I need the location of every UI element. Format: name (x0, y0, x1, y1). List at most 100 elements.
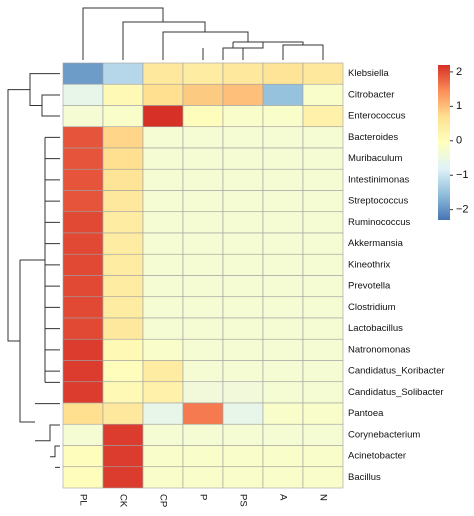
heatmap-cell (102, 62, 144, 85)
heatmap-cell (142, 126, 184, 149)
heatmap-cell (102, 126, 144, 149)
row-label: Prevotella (348, 281, 391, 292)
row-label: Bacillus (348, 472, 381, 483)
heatmap-cell (222, 62, 264, 85)
row-label: Candidatus_Solibacter (348, 387, 444, 398)
column-label: CK (117, 494, 128, 508)
row-label: Enterococcus (348, 111, 406, 122)
heatmap-cell (182, 445, 224, 468)
heatmap-cell (182, 338, 224, 361)
heatmap-cell (222, 402, 264, 425)
heatmap-cell (222, 381, 264, 404)
column-dendrogram (82, 7, 324, 60)
heatmap-cell (262, 445, 304, 468)
heatmap-cell (182, 105, 224, 128)
heatmap-cell (62, 360, 104, 383)
heatmap-cell (182, 296, 224, 319)
heatmap-cell (102, 402, 144, 425)
heatmap-cell (62, 466, 104, 489)
heatmap-cell (142, 147, 184, 170)
heatmap-cell (62, 445, 104, 468)
heatmap-cell (222, 296, 264, 319)
heatmap-cell (62, 147, 104, 170)
row-label: Candidatus_Koribacter (348, 366, 445, 377)
heatmap-cell (302, 168, 344, 191)
heatmap-cell (102, 423, 144, 446)
row-label: Muribaculum (348, 153, 402, 164)
heatmap-cell (62, 211, 104, 234)
column-label: PL (77, 494, 88, 506)
heatmap-cell (182, 275, 224, 298)
heatmap-cell (262, 126, 304, 149)
heatmap-cell (302, 423, 344, 446)
heatmap-cell (142, 83, 184, 106)
heatmap-cell (62, 232, 104, 255)
colorbar-tick-label: −1 (456, 169, 469, 181)
row-label: Klebsiella (348, 68, 389, 79)
row-label: Acinetobacter (348, 451, 406, 462)
heatmap-cell (142, 253, 184, 276)
heatmap-cell (262, 338, 304, 361)
heatmap-cell (302, 126, 344, 149)
heatmap-cell (302, 445, 344, 468)
heatmap-cell (62, 381, 104, 404)
heatmap-cell (102, 466, 144, 489)
heatmap-cell (62, 423, 104, 446)
heatmap-cell (222, 466, 264, 489)
heatmap-cell (182, 190, 224, 213)
heatmap-cell (102, 445, 144, 468)
heatmap-cell (142, 317, 184, 340)
heatmap-cell (222, 338, 264, 361)
heatmap-cell (182, 381, 224, 404)
heatmap-cell (222, 317, 264, 340)
heatmap-cell (222, 211, 264, 234)
heatmap-cell (142, 275, 184, 298)
heatmap-cell (62, 338, 104, 361)
heatmap-cell (222, 253, 264, 276)
heatmap-cell (262, 317, 304, 340)
heatmap-cell (302, 317, 344, 340)
heatmap-cell (182, 253, 224, 276)
column-label: A (277, 494, 288, 501)
row-label: Natronomonas (348, 344, 411, 355)
heatmap-cell (142, 466, 184, 489)
heatmap-cell (102, 275, 144, 298)
heatmap-cell (142, 211, 184, 234)
heatmap-cell (222, 275, 264, 298)
heatmap-cell (222, 360, 264, 383)
heatmap-cell (262, 211, 304, 234)
heatmap-cell (302, 360, 344, 383)
heatmap-cell (222, 105, 264, 128)
dendrogram-branch (82, 7, 324, 60)
heatmap-cell (62, 190, 104, 213)
row-label: Citrobacter (348, 89, 394, 100)
row-label: Akkermansia (348, 238, 404, 249)
heatmap-cell (302, 211, 344, 234)
heatmap-cell (222, 445, 264, 468)
heatmap-cell (182, 83, 224, 106)
heatmap-cell (302, 147, 344, 170)
heatmap-cell (102, 147, 144, 170)
heatmap-cell (222, 190, 264, 213)
heatmap-cell (262, 147, 304, 170)
heatmap-cell (102, 211, 144, 234)
row-label: Streptococcus (348, 196, 408, 207)
heatmap-cell (142, 360, 184, 383)
heatmap-cell (62, 168, 104, 191)
heatmap-cell (222, 126, 264, 149)
heatmap-cell (142, 402, 184, 425)
heatmap-cell (262, 402, 304, 425)
heatmap-cell (302, 275, 344, 298)
heatmap-cell (222, 423, 264, 446)
row-label: Ruminococcus (348, 217, 411, 228)
heatmap-cell (302, 466, 344, 489)
row-label: Corynebacterium (348, 429, 420, 440)
heatmap-cell (102, 296, 144, 319)
heatmap-cell (262, 232, 304, 255)
row-label: Lactobacillus (348, 323, 403, 334)
column-label: N (317, 494, 328, 501)
heatmap-cell (262, 381, 304, 404)
heatmap-cell (222, 232, 264, 255)
heatmap-cell (262, 296, 304, 319)
